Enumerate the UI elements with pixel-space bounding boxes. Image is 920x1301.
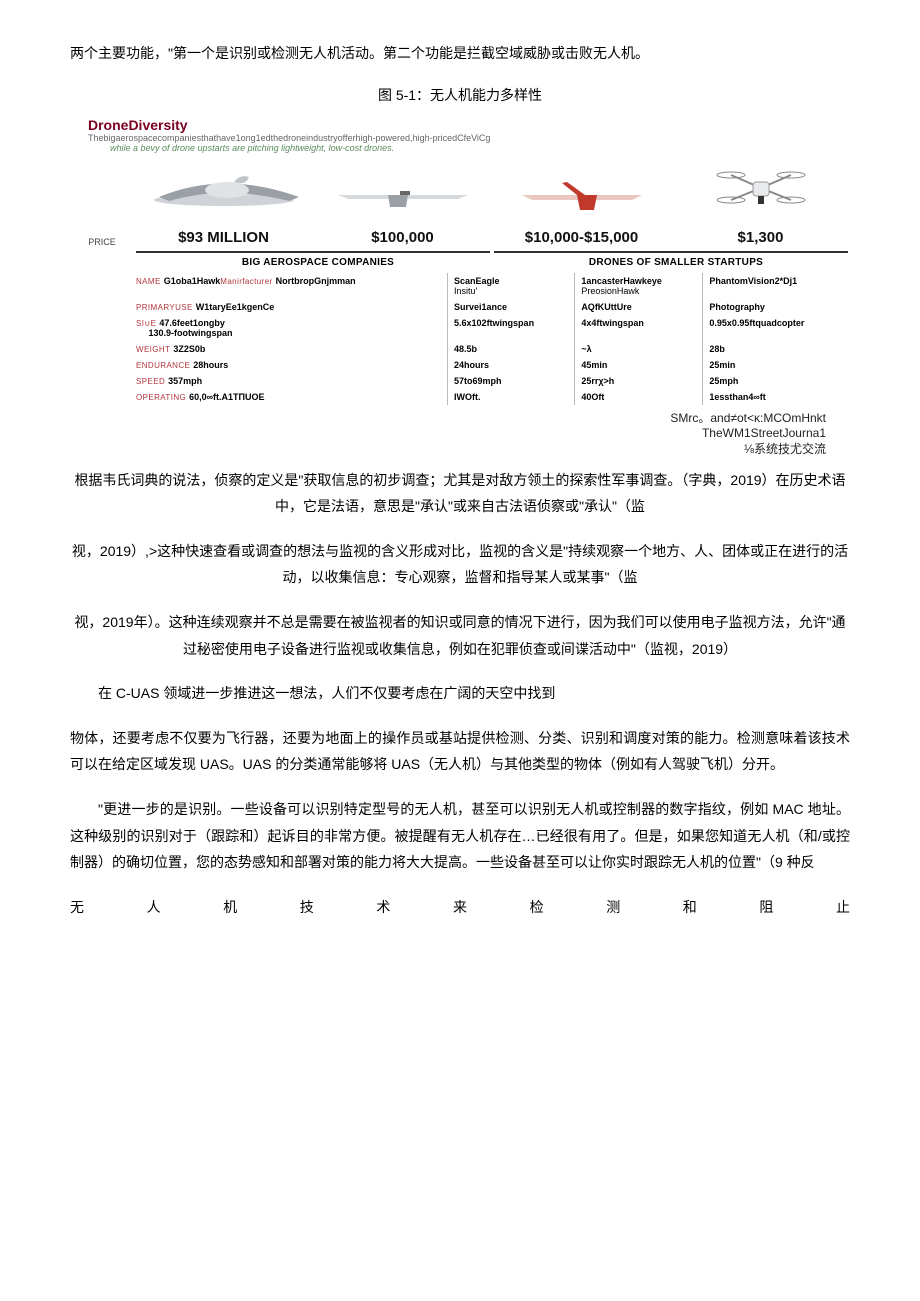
body-p1: 根据韦氏词典的说法，侦察的定义是"获取信息的初步调查；尤其是对敌方领土的探索性军… [70,467,850,520]
label-weight: WEIGHT [136,345,173,354]
label-primary: PRIMARYUSE [136,303,196,312]
endurance-2: 45min [581,360,607,370]
primary-3: Photography [709,302,765,312]
figure-caption: 图 5-1：无人机能力多样性 [70,85,850,105]
body-p5: 物体，还要考虑不仅要为飞行器，还要为地面上的操作员或基站提供检测、分类、识别和调… [70,725,850,778]
primary-1: Survei1ance [454,302,507,312]
size-2: 4x4ftwingspan [581,318,644,328]
operating-0: 60,0∞ft.A1TΠUOE [189,392,264,402]
operating-2: 40Oft [581,392,604,402]
name-3: PhantomVision2*Dj1 [709,276,797,286]
body-p4: 在 C-UAS 领域进一步推进这一想法，人们不仅要考虑在广阔的天空中找到 [70,680,850,707]
operating-1: IWOft. [454,392,481,402]
speed-2: 25rrχ>h [581,376,614,386]
category-right: DRONES OF SMALLER STARTUPS [494,251,848,271]
name-0: G1oba1Hawk [164,276,221,286]
weight-0: 3Z2S0b [173,344,205,354]
global-hawk-icon [139,155,309,225]
label-name: NAME [136,277,164,286]
label-size: SI∪E [136,319,159,328]
body-p6: "更进一步的是识别。一些设备可以识别特定型号的无人机，甚至可以识别无人机或控制器… [70,796,850,876]
size-0b: 130.9-footwingspan [149,328,233,338]
label-endurance: ENDURANCE [136,361,193,370]
label-operating: OPERATING [136,393,189,402]
speed-0: 357mph [168,376,202,386]
label-manuf: Manirfacturer [220,277,275,286]
phantom-icon [706,155,816,225]
figure-source-3: ⅛系统技尤交流 [70,440,826,457]
primary-2: AQfKUttUre [581,302,632,312]
figure-subtitle-2: while a bevy of drone upstarts are pitch… [110,143,850,153]
figure-source-2: TheWM1StreetJourna1 [70,426,826,440]
price-0: $93 MILLION [178,229,269,246]
manuf-1: Insitu' [454,286,477,296]
endurance-3: 25min [709,360,735,370]
speed-1: 57to69mph [454,376,502,386]
manuf-0: NortbropGnjmman [276,276,356,286]
endurance-1: 24hours [454,360,489,370]
label-speed: SPEED [136,377,168,386]
size-3: 0.95x0.95ftquadcopter [709,318,804,328]
size-1: 5.6x102ftwingspan [454,318,534,328]
name-1: ScanEagle [454,276,500,286]
intro-paragraph: 两个主要功能，"第一个是识别或检测无人机活动。第二个功能是拦截空域威胁或击败无人… [70,40,850,67]
figure-title: DroneDiversity [88,117,850,133]
speed-3: 25mph [709,376,738,386]
name-2: 1ancasterHawkeye [581,276,662,286]
price-3: $1,300 [738,229,784,246]
figure-subtitle-1: Thebigaerospacecompaniesthathave1ong1edt… [88,133,850,143]
price-1: $100,000 [371,229,434,246]
drone-spec-table: NAMEG1oba1HawkManirfacturerNortbropGnjmm… [70,273,850,405]
category-left: BIG AEROSPACE COMPANIES [136,251,490,271]
price-2: $10,000-$15,000 [525,229,638,246]
weight-1: 48.5b [454,344,477,354]
body-p7: 无 人 机 技 术 来 检 测 和 阻 止 [70,894,850,921]
manuf-2: PreosionHawk [581,286,639,296]
primary-0: W1taryEe1kgenCe [196,302,275,312]
endurance-0: 28hours [193,360,228,370]
weight-3: 28b [709,344,725,354]
size-0a: 47.6feet1ongby [159,318,225,328]
drone-image-row: PRICE $93 MILLION $100,000 $10,000-$15,0… [70,153,850,273]
lancaster-icon [507,155,657,225]
figure-source-1: SMrc。and≠ot<κ:MCOmHnkt [70,409,826,426]
weight-2: ~λ [581,344,591,354]
operating-3: 1essthan4∞ft [709,392,765,402]
body-p2: 视，2019）,>这种快速查看或调查的想法与监视的含义形成对比，监视的含义是"持… [70,538,850,591]
body-p3: 视，2019年）。这种连续观察并不总是需要在被监视者的知识或同意的情况下进行，因… [70,609,850,662]
scaneagle-icon [328,155,478,225]
price-label: PRICE [70,227,134,249]
drone-diversity-figure: DroneDiversity Thebigaerospacecompaniest… [70,117,850,457]
